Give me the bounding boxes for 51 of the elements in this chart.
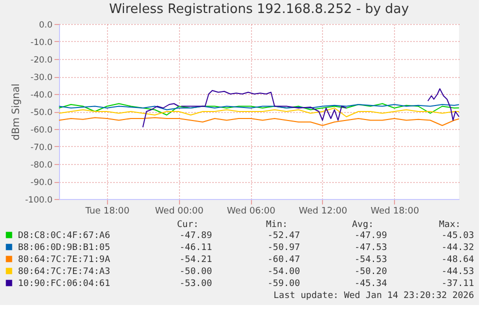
text: -37.11 [441, 279, 474, 289]
text: Min: [266, 220, 288, 230]
y-tick-label: -80.0 [30, 160, 52, 170]
x-tick-label: Wed 00:00 [155, 206, 204, 216]
text: -44.53 [441, 267, 474, 277]
text: Avg: [352, 220, 374, 230]
x-tick-label: Wed 06:00 [226, 206, 276, 216]
text: -59.00 [267, 279, 300, 289]
text: -54.00 [267, 267, 300, 277]
y-tick-label: -20.0 [30, 56, 52, 66]
x-tick-label: Wed 12:00 [298, 206, 348, 216]
y-tick-label: 0.0 [38, 20, 52, 30]
line-series [58, 103, 460, 116]
line-series [58, 108, 460, 118]
text: -54.53 [354, 255, 387, 265]
chart-title: Wireless Registrations 192.168.8.252 - by day [109, 2, 410, 17]
text: -52.47 [267, 231, 300, 241]
text: -45.03 [441, 231, 474, 241]
text: -50.97 [267, 243, 300, 253]
y-tick-label: -30.0 [30, 73, 52, 83]
line-series [58, 117, 460, 126]
text: -48.64 [441, 255, 474, 265]
y-tick-label: -90.0 [30, 178, 52, 188]
y-tick-label: -70.0 [30, 143, 52, 153]
text: -54.21 [179, 255, 212, 265]
y-tick-label: -40.0 [30, 90, 52, 100]
text: -47.53 [354, 243, 387, 253]
legend-label: D8:C8:0C:4F:67:A6 [18, 231, 110, 241]
text: -60.47 [267, 255, 300, 265]
x-tick-label: Tue 18:00 [84, 206, 130, 216]
text: Last update: Wed Jan 14 23:20:32 2026 [274, 291, 474, 301]
y-axis-title: dBm Signal [11, 84, 22, 140]
legend-label: 80:64:7C:7E:71:9A [18, 255, 111, 265]
y-tick-label: -60.0 [30, 126, 52, 136]
legend-label: 10:90:FC:06:04:61 [18, 279, 110, 289]
text: -45.34 [354, 279, 387, 289]
text: -47.89 [179, 231, 212, 241]
text: -47.99 [354, 231, 387, 241]
y-tick-label: -10.0 [30, 38, 52, 48]
x-tick-label: Wed 18:00 [370, 206, 420, 216]
text: Cur: [177, 220, 199, 230]
y-tick-label: -50.0 [30, 108, 52, 118]
text: -53.00 [179, 279, 212, 289]
text: -44.32 [441, 243, 474, 253]
legend-label: 80:64:7C:7E:74:A3 [18, 267, 110, 277]
text: -46.11 [179, 243, 212, 253]
y-tick-label: -100.0 [25, 196, 52, 206]
legend-label: B8:06:0D:9B:B1:05 [18, 243, 110, 253]
text: -50.20 [354, 267, 387, 277]
text: Max: [439, 220, 461, 230]
text: -50.00 [179, 267, 212, 277]
